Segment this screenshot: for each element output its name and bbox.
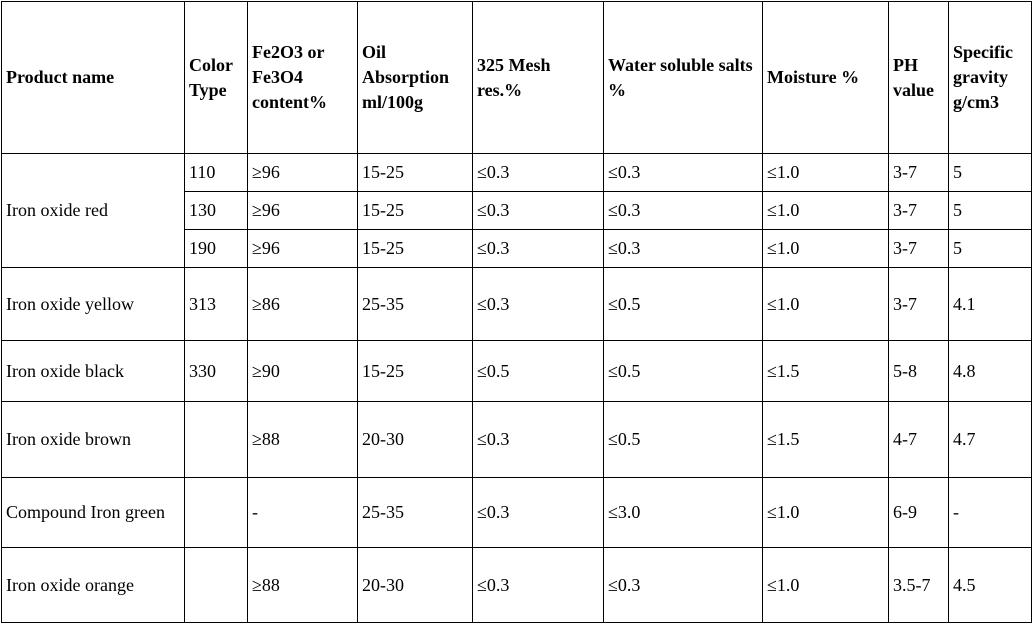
header-cell: Specific gravity g/cm3 xyxy=(948,1,1032,154)
value-cell: ≤0.3 xyxy=(603,153,763,192)
color-cell: 110 xyxy=(184,153,248,192)
value-cell: 3-7 xyxy=(888,191,949,230)
header-cell: Oil Absorption ml/100g xyxy=(357,1,473,154)
value-cell: 25-35 xyxy=(357,477,473,548)
value-cell: 5 xyxy=(948,153,1032,192)
value-cell: 3-7 xyxy=(888,153,949,192)
product-cell: Iron oxide brown xyxy=(1,401,185,478)
product-cell: Compound Iron green xyxy=(1,477,185,548)
product-cell: Iron oxide yellow xyxy=(1,267,185,341)
value-cell: 15-25 xyxy=(357,191,473,230)
value-cell: ≤0.3 xyxy=(472,153,604,192)
value-cell: ≤1.0 xyxy=(762,191,889,230)
header-cell: Product name xyxy=(1,1,185,154)
value-cell: ≤1.0 xyxy=(762,267,889,341)
value-cell: 5-8 xyxy=(888,340,949,402)
value-cell: - xyxy=(948,477,1032,548)
product-cell: Iron oxide orange xyxy=(1,547,185,623)
value-cell: ≤1.5 xyxy=(762,340,889,402)
value-cell: ≤1.0 xyxy=(762,153,889,192)
value-cell: ≤0.3 xyxy=(472,267,604,341)
value-cell: 20-30 xyxy=(357,401,473,478)
value-cell: ≤1.5 xyxy=(762,401,889,478)
value-cell: ≤0.3 xyxy=(472,191,604,230)
value-cell: 4.7 xyxy=(948,401,1032,478)
table-row: Iron oxide black 330 ≥90 15-25 ≤0.5 ≤0.5 ≤1.5 5… xyxy=(1,340,1032,402)
value-cell: 3-7 xyxy=(888,229,949,268)
value-cell: 6-9 xyxy=(888,477,949,548)
color-cell: 130 xyxy=(184,191,248,230)
header-cell: PH value xyxy=(888,1,949,154)
value-cell: 3-7 xyxy=(888,267,949,341)
value-cell: ≤1.0 xyxy=(762,477,889,548)
color-cell: 330 xyxy=(184,340,248,402)
empty-cell xyxy=(184,401,248,478)
color-cell: 190 xyxy=(184,229,248,268)
header-cell: Moisture % xyxy=(762,1,889,154)
product-cell: Iron oxide black xyxy=(1,340,185,402)
value-cell: ≥90 xyxy=(247,340,358,402)
value-cell: ≤0.3 xyxy=(472,401,604,478)
empty-cell xyxy=(184,477,248,548)
table-row: Iron oxide red 110 ≥96 15-25 ≤0.3 ≤0.3 ≤1.0 3-7… xyxy=(1,153,1032,268)
value-cell: ≤3.0 xyxy=(603,477,763,548)
value-cell: ≤0.5 xyxy=(603,340,763,402)
value-cell: 3.5-7 xyxy=(888,547,949,623)
value-cell: 15-25 xyxy=(357,229,473,268)
value-cell: ≤0.3 xyxy=(472,547,604,623)
value-cell: ≥88 xyxy=(247,401,358,478)
header-cell: Water soluble salts % xyxy=(603,1,763,154)
header-cell: 325 Mesh res.% xyxy=(472,1,604,154)
product-cell: Iron oxide red xyxy=(1,153,185,268)
table-row: Iron oxide brown ≥88 20-30 ≤0.3 ≤0.5 ≤1.5 4-7 4… xyxy=(1,401,1032,478)
value-cell: ≤0.3 xyxy=(603,547,763,623)
value-cell: ≤0.5 xyxy=(603,401,763,478)
value-cell: 4.1 xyxy=(948,267,1032,341)
value-cell: ≤0.3 xyxy=(603,191,763,230)
header-cell: Color Type xyxy=(184,1,248,154)
value-cell: 5 xyxy=(948,229,1032,268)
value-cell: 4.5 xyxy=(948,547,1032,623)
value-cell: ≤1.0 xyxy=(762,229,889,268)
value-cell: 20-30 xyxy=(357,547,473,623)
table-row: Iron oxide yellow 313 ≥86 25-35 ≤0.3 ≤0.5 ≤1.0… xyxy=(1,267,1032,341)
value-cell: ≥96 xyxy=(247,191,358,230)
value-cell: ≤0.3 xyxy=(603,229,763,268)
value-cell: ≥86 xyxy=(247,267,358,341)
value-cell: ≥96 xyxy=(247,229,358,268)
empty-cell xyxy=(184,547,248,623)
value-cell: ≥96 xyxy=(247,153,358,192)
value-cell: - xyxy=(247,477,358,548)
header-cell: Fe2O3 or Fe3O4 content% xyxy=(247,1,358,154)
value-cell: 4-7 xyxy=(888,401,949,478)
value-cell: ≤0.3 xyxy=(472,477,604,548)
value-cell: 15-25 xyxy=(357,340,473,402)
table-row: Iron oxide orange ≥88 20-30 ≤0.3 ≤0.3 ≤1.0 3.5… xyxy=(1,547,1032,623)
value-cell: ≤0.5 xyxy=(472,340,604,402)
value-cell: 4.8 xyxy=(948,340,1032,402)
color-cell: 313 xyxy=(184,267,248,341)
value-cell: ≤1.0 xyxy=(762,547,889,623)
value-cell: ≥88 xyxy=(247,547,358,623)
value-cell: 25-35 xyxy=(357,267,473,341)
value-cell: 5 xyxy=(948,191,1032,230)
value-cell: ≤0.3 xyxy=(472,229,604,268)
table-row: Product name Color Type Fe2O3 or Fe3O4 con… xyxy=(1,1,1032,154)
value-cell: ≤0.5 xyxy=(603,267,763,341)
table-row: Compound Iron green -25-35 ≤0.3 ≤3.0 ≤1.0 6-9… xyxy=(1,477,1032,548)
table-row: 130 ≥96 15-25 ≤0.3 ≤0.3 ≤1.0 3-7 5 xyxy=(2,191,1032,230)
value-cell: 15-25 xyxy=(357,153,473,192)
